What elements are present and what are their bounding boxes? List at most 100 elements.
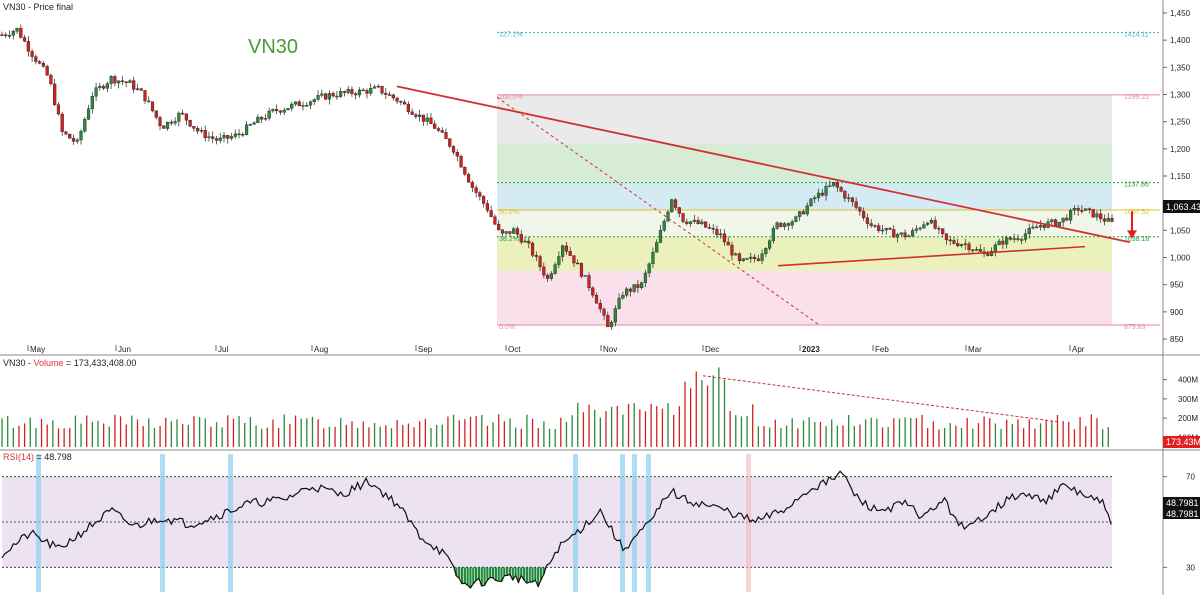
volume-bar — [893, 418, 895, 447]
candle-body — [327, 93, 331, 100]
candle-body — [670, 199, 674, 213]
candle-body — [459, 155, 463, 168]
candle-body — [308, 101, 313, 106]
volume-bar — [661, 408, 664, 447]
candle-body — [865, 217, 870, 224]
candle-body — [376, 85, 380, 88]
candle-body — [150, 101, 155, 112]
candle-body — [414, 114, 418, 117]
rsi-highlight — [620, 454, 625, 592]
candle-body — [1012, 238, 1016, 240]
candle-body — [1027, 227, 1031, 234]
candle-body — [132, 80, 136, 90]
volume-bar — [69, 428, 71, 447]
volume-bar — [667, 402, 669, 447]
volume-bar — [12, 427, 14, 447]
volume-bar — [842, 425, 844, 447]
rsi-value-tags: 48.7981 48.7981 — [1163, 497, 1200, 519]
time-tick-label: Oct — [508, 345, 521, 354]
candle-body — [451, 146, 456, 153]
candle-body — [26, 41, 30, 52]
volume-bar — [599, 417, 601, 447]
fib-zone — [497, 94, 1112, 144]
volume-bar — [148, 418, 150, 447]
volume-bar — [644, 411, 647, 447]
candle-body — [53, 83, 57, 105]
candle-body — [98, 85, 102, 88]
volume-bar — [458, 420, 460, 447]
volume-bar — [509, 418, 511, 447]
candle-body — [926, 222, 930, 225]
candle-body — [275, 109, 279, 112]
candle-body — [312, 99, 316, 102]
fib-value-label: 1414.11 — [1124, 32, 1149, 39]
candle-body — [173, 121, 177, 124]
candle-body — [369, 88, 373, 94]
volume-bar — [656, 406, 658, 447]
candle-body — [229, 136, 234, 139]
candle-body — [952, 240, 956, 244]
candle-body — [147, 100, 151, 103]
candle-body — [820, 192, 824, 196]
volume-bar — [283, 414, 285, 447]
volume-bar — [943, 427, 946, 447]
volume-bar — [740, 416, 743, 447]
candle-body — [346, 89, 350, 93]
volume-bar — [1028, 419, 1030, 447]
candle-body — [967, 243, 971, 251]
candle-body — [948, 239, 952, 242]
price-tick-label: 900 — [1170, 308, 1184, 317]
price-tick-label: 1,450 — [1170, 9, 1191, 18]
volume-bar — [91, 421, 94, 447]
candle-body — [278, 110, 283, 113]
volume-bar — [23, 423, 26, 447]
candle-body — [199, 130, 204, 132]
volume-bar — [701, 379, 703, 447]
volume-bar — [616, 406, 618, 447]
candle-body — [877, 225, 881, 231]
volume-bar — [153, 428, 156, 447]
candle-body — [775, 222, 779, 229]
candle-body — [256, 116, 260, 124]
volume-bar — [390, 428, 393, 447]
candle-body — [181, 112, 185, 115]
candle-body — [594, 294, 599, 304]
candle-body — [636, 284, 640, 288]
candle-body — [677, 207, 681, 214]
volume-bar — [7, 415, 9, 447]
candle-body — [737, 253, 742, 261]
volume-bar — [261, 428, 263, 447]
volume-bar — [289, 424, 291, 447]
price-tick-label: 1,300 — [1170, 91, 1191, 100]
candle-body — [591, 287, 595, 296]
candle-body — [493, 216, 497, 225]
candle-body — [929, 220, 933, 224]
volume-bar — [774, 419, 776, 447]
candle-body — [933, 220, 937, 229]
candle-body — [824, 186, 828, 196]
volume-bar — [639, 409, 641, 447]
candle-body — [1076, 208, 1080, 211]
candle-body — [816, 192, 821, 198]
volume-bar — [413, 427, 415, 447]
candle-body — [139, 88, 143, 91]
candle-body — [647, 263, 651, 274]
candle-body — [342, 91, 347, 93]
candle-body — [628, 288, 632, 292]
candle-body — [673, 199, 678, 208]
candle-body — [568, 251, 572, 256]
candle-body — [579, 263, 584, 277]
candle-body — [1061, 217, 1065, 223]
candle-body — [196, 128, 200, 132]
candle-body — [463, 166, 467, 175]
fib-zone — [497, 182, 1112, 210]
candle-body — [734, 253, 738, 256]
candle-body — [609, 321, 614, 328]
candle-body — [884, 227, 888, 231]
candle-body — [831, 182, 836, 186]
time-tick-label: 2023 — [802, 345, 820, 354]
volume-bar — [588, 404, 590, 447]
volume-bar — [746, 416, 748, 447]
candle-body — [944, 233, 949, 241]
volume-bar — [955, 425, 957, 447]
